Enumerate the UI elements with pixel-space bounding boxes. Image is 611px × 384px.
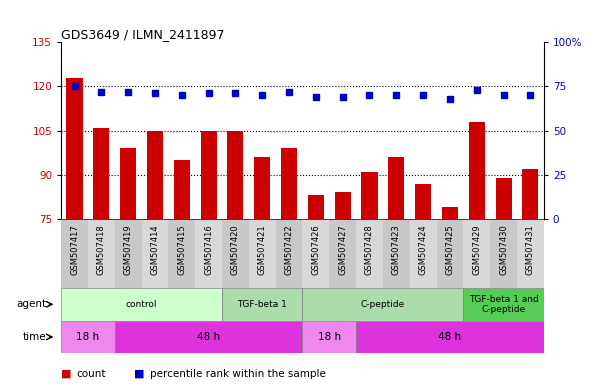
Text: ■: ■ (134, 369, 145, 379)
Text: GSM507429: GSM507429 (472, 224, 481, 275)
Text: GSM507415: GSM507415 (177, 224, 186, 275)
Bar (281, 148, 297, 219)
Bar (490, 219, 517, 288)
Bar (61, 219, 88, 288)
Bar (120, 148, 136, 219)
Text: 48 h: 48 h (438, 332, 461, 342)
Text: GSM507426: GSM507426 (312, 224, 320, 275)
Bar (329, 219, 356, 288)
Bar (469, 122, 485, 219)
Text: TGF-beta 1: TGF-beta 1 (237, 300, 287, 309)
Bar (93, 127, 109, 219)
Bar (308, 195, 324, 219)
Text: GSM507427: GSM507427 (338, 224, 347, 275)
Bar (302, 321, 356, 353)
Bar (276, 219, 302, 288)
Bar (147, 131, 163, 219)
Text: GSM507428: GSM507428 (365, 224, 374, 275)
Bar (517, 219, 544, 288)
Bar (169, 219, 195, 288)
Text: GSM507424: GSM507424 (419, 224, 428, 275)
Text: ■: ■ (61, 369, 71, 379)
Bar (362, 172, 378, 219)
Bar (522, 169, 538, 219)
Text: GSM507416: GSM507416 (204, 224, 213, 275)
Bar (142, 219, 169, 288)
Text: GDS3649 / ILMN_2411897: GDS3649 / ILMN_2411897 (61, 28, 225, 41)
Bar (410, 219, 436, 288)
Bar (415, 184, 431, 219)
Bar (195, 219, 222, 288)
Bar (388, 157, 404, 219)
Bar (67, 78, 82, 219)
Bar (115, 219, 142, 288)
Text: GSM507418: GSM507418 (97, 224, 106, 275)
Bar (88, 219, 115, 288)
Bar (254, 157, 270, 219)
Text: percentile rank within the sample: percentile rank within the sample (150, 369, 326, 379)
Bar (463, 288, 544, 321)
Text: GSM507421: GSM507421 (258, 224, 267, 275)
Text: count: count (76, 369, 106, 379)
Text: GSM507430: GSM507430 (499, 224, 508, 275)
Text: GSM507425: GSM507425 (445, 224, 455, 275)
Bar (356, 219, 383, 288)
Text: GSM507423: GSM507423 (392, 224, 401, 275)
Text: GSM507422: GSM507422 (285, 224, 293, 275)
Text: C-peptide: C-peptide (360, 300, 405, 309)
Bar (249, 219, 276, 288)
Bar (302, 288, 463, 321)
Bar (61, 288, 222, 321)
Text: GSM507419: GSM507419 (123, 224, 133, 275)
Bar (436, 219, 463, 288)
Bar (335, 192, 351, 219)
Bar (356, 321, 544, 353)
Bar (383, 219, 410, 288)
Text: GSM507414: GSM507414 (150, 224, 159, 275)
Text: GSM507417: GSM507417 (70, 224, 79, 275)
Bar (174, 160, 190, 219)
Bar (222, 219, 249, 288)
Bar (227, 131, 243, 219)
Bar (115, 321, 302, 353)
Text: GSM507420: GSM507420 (231, 224, 240, 275)
Text: 18 h: 18 h (318, 332, 341, 342)
Bar (496, 178, 511, 219)
Text: control: control (126, 300, 157, 309)
Text: 48 h: 48 h (197, 332, 220, 342)
Bar (200, 131, 217, 219)
Bar (61, 321, 115, 353)
Text: TGF-beta 1 and
C-peptide: TGF-beta 1 and C-peptide (469, 295, 538, 314)
Text: time: time (23, 332, 46, 342)
Text: 18 h: 18 h (76, 332, 100, 342)
Text: agent: agent (16, 299, 46, 310)
Bar (463, 219, 490, 288)
Text: GSM507431: GSM507431 (526, 224, 535, 275)
Bar (442, 207, 458, 219)
Bar (302, 219, 329, 288)
Bar (222, 288, 302, 321)
